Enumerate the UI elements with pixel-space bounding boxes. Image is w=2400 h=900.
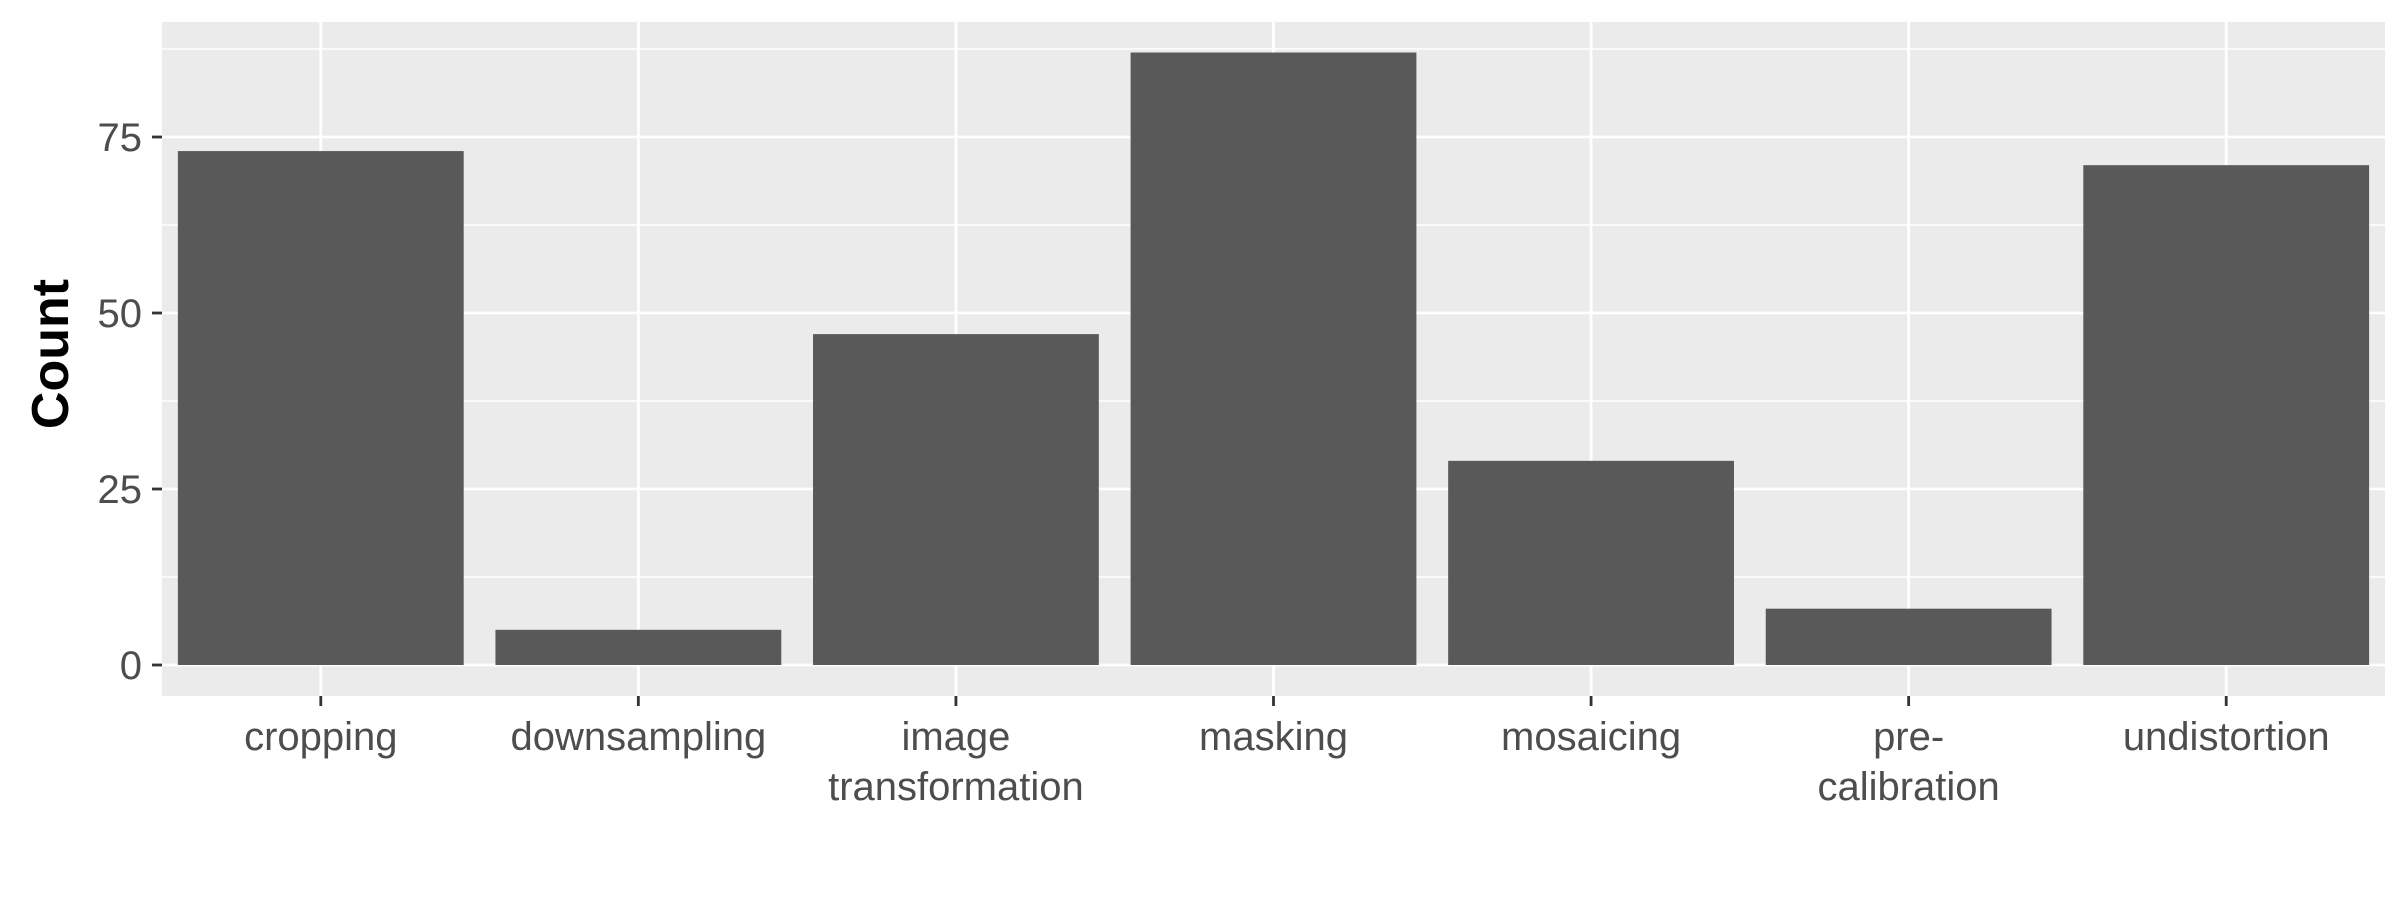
y-tick-label: 25 [98, 468, 143, 512]
bars [177, 52, 2370, 665]
x-tick-label: mosaicing [1501, 715, 1681, 759]
y-tick-label: 50 [98, 292, 143, 336]
x-tick-label: masking [1199, 715, 1348, 759]
y-axis-title: Count [22, 279, 80, 429]
x-tick-label: downsampling [511, 715, 767, 759]
y-tick-label: 75 [98, 116, 143, 160]
x-tick-label: undistortion [2123, 715, 2330, 759]
x-tick-label: cropping [244, 715, 397, 759]
bar [2083, 165, 2370, 665]
x-axis: cropping downsampling image transformation m… [244, 696, 2330, 809]
bar [1448, 460, 1734, 665]
bar [1765, 608, 2052, 665]
bar [177, 151, 464, 665]
x-tick-label: image transformation [828, 715, 1084, 809]
bar [1130, 52, 1417, 665]
x-tick-label: pre-calibration [1817, 715, 1999, 809]
bar [495, 629, 782, 665]
y-tick-label: 0 [120, 644, 142, 688]
bar [813, 334, 1099, 665]
y-axis: 0 25 50 75 [98, 116, 162, 688]
